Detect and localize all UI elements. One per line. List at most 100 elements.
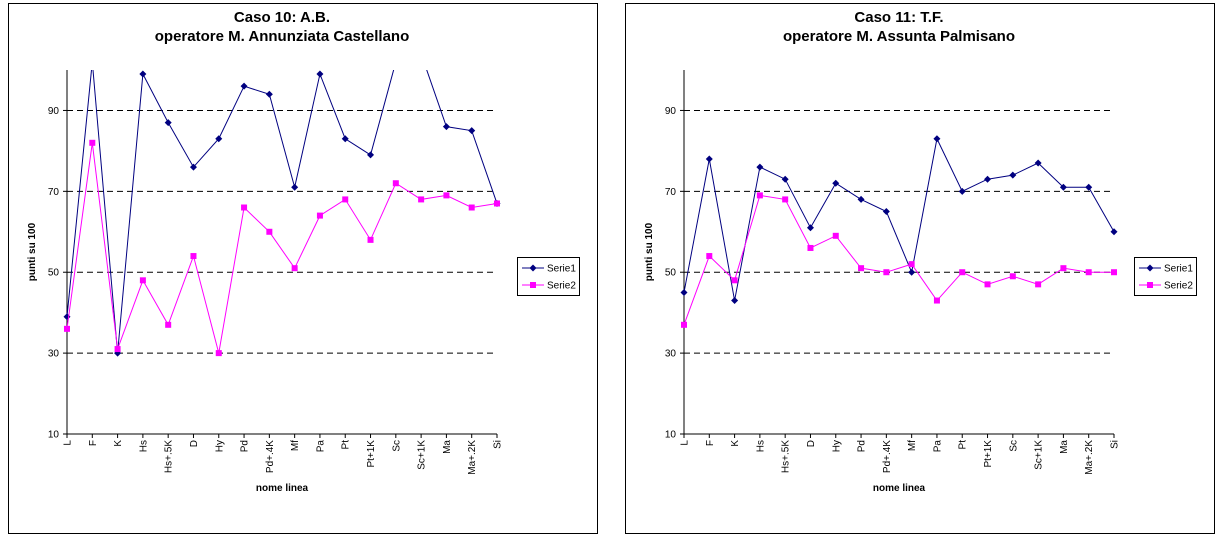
- chart-frame: [8, 3, 598, 534]
- line-chart-caso-10: Caso 10: A.B. operatore M. Annunziata Cas…: [8, 3, 598, 534]
- data-point-serie2: [291, 265, 298, 272]
- data-point-serie2: [782, 196, 789, 203]
- x-tick-label: Sc+1K: [417, 440, 428, 470]
- series-line-serie2: [683, 194, 1114, 325]
- data-point-serie2: [1060, 265, 1067, 272]
- legend-marker: [1147, 282, 1153, 288]
- x-tick-label: Pt: [958, 440, 969, 450]
- data-point-serie2: [959, 269, 966, 276]
- x-tick-label: F: [88, 440, 99, 446]
- plot-area: [680, 135, 1118, 328]
- data-point-serie1: [680, 288, 688, 296]
- y-tick-label-70: 70: [665, 187, 677, 198]
- x-tick-label: Si: [1110, 440, 1121, 449]
- x-tick-label: Ma+.2K: [1084, 440, 1095, 475]
- data-point-serie1: [756, 163, 764, 171]
- data-point-serie2: [89, 139, 96, 146]
- data-point-serie1: [933, 135, 941, 143]
- data-point-serie2: [984, 281, 991, 288]
- data-point-serie2: [468, 204, 475, 211]
- series-line-serie2: [66, 142, 498, 354]
- x-tick-label: Mf: [907, 440, 918, 451]
- legend-marker: [529, 264, 537, 272]
- x-axis-label: nome linea: [873, 483, 926, 494]
- x-tick-label: Ma+.2K: [467, 440, 478, 475]
- data-point-serie2: [443, 192, 450, 199]
- data-point-serie2: [706, 253, 713, 260]
- x-axis-label: nome linea: [256, 483, 309, 494]
- data-point-serie2: [190, 253, 197, 260]
- y-tick-label-50: 50: [48, 268, 60, 279]
- x-tick-label: Si: [493, 440, 504, 449]
- y-tick-label-10: 10: [48, 430, 60, 441]
- data-point-serie1: [442, 123, 450, 131]
- x-tick-label: D: [189, 440, 200, 447]
- chart-subtitle: operatore M. Assunta Palmisano: [783, 28, 1015, 45]
- data-point-serie1: [1059, 183, 1067, 191]
- x-tick-label: Pd: [857, 440, 868, 452]
- y-tick-label-10: 10: [665, 430, 677, 441]
- x-tick-label: K: [730, 440, 741, 447]
- x-tick-label: Pd: [240, 440, 251, 452]
- y-axis-label: punti su 100: [27, 222, 38, 281]
- x-tick-label: Hs: [138, 440, 149, 452]
- data-point-serie1: [367, 151, 375, 159]
- data-point-serie1: [806, 224, 814, 232]
- x-tick-label: Pt+1K: [983, 440, 994, 468]
- data-point-serie1: [958, 187, 966, 195]
- data-point-serie1: [341, 135, 349, 143]
- x-tick-label: Pt: [341, 440, 352, 450]
- y-tick-label-90: 90: [665, 106, 677, 117]
- data-point-serie2: [215, 350, 222, 357]
- chart-title: Caso 10: A.B.: [234, 9, 330, 26]
- x-tick-label: Sc: [1008, 440, 1019, 452]
- data-point-serie2: [883, 269, 890, 276]
- y-tick-label-30: 30: [48, 349, 60, 360]
- x-tick-label: Hs+.5K: [781, 440, 792, 473]
- data-point-serie1: [781, 175, 789, 183]
- data-point-serie2: [266, 228, 273, 235]
- series-line-serie1: [683, 137, 1115, 301]
- data-point-serie1: [291, 183, 299, 191]
- x-tick-label: Hs: [755, 440, 766, 452]
- data-point-serie2: [908, 261, 915, 268]
- y-axis-label: punti su 100: [644, 222, 655, 281]
- chart-panel-caso-10: Caso 10: A.B. operatore M. Annunziata Cas…: [0, 0, 600, 534]
- data-point-serie1: [316, 70, 324, 78]
- y-tick-label-90: 90: [48, 106, 60, 117]
- data-point-serie2: [316, 212, 323, 219]
- data-point-serie1: [731, 297, 739, 305]
- data-point-serie2: [731, 277, 738, 284]
- x-tick-label: Ma: [1059, 440, 1070, 454]
- x-tick-label: Ma: [442, 440, 453, 454]
- legend-label: Serie2: [1164, 281, 1193, 292]
- x-tick-label: K: [113, 440, 124, 447]
- legend-marker: [530, 282, 536, 288]
- line-chart-caso-11: Caso 11: T.F. operatore M. Assunta Palmis…: [625, 3, 1215, 534]
- data-point-serie1: [882, 208, 890, 216]
- data-point-serie2: [418, 196, 425, 203]
- data-point-serie2: [64, 325, 70, 332]
- x-tick-label: Pa: [315, 440, 326, 453]
- x-tick-label: Hy: [214, 440, 225, 452]
- x-tick-label: Pd+.4K: [882, 440, 893, 473]
- data-point-serie2: [342, 196, 349, 203]
- data-point-serie2: [241, 204, 248, 211]
- chart-panel-caso-11: Caso 11: T.F. operatore M. Assunta Palmis…: [617, 0, 1217, 534]
- data-point-serie2: [681, 321, 687, 328]
- data-point-serie2: [1111, 269, 1117, 276]
- data-point-serie2: [1009, 273, 1016, 280]
- data-point-serie2: [756, 192, 763, 199]
- x-tick-label: L: [63, 440, 74, 446]
- data-point-serie2: [858, 265, 865, 272]
- data-point-serie1: [215, 135, 223, 143]
- plot-area: [63, 70, 501, 357]
- legend-marker: [1146, 264, 1154, 272]
- legend: Serie1 Serie2: [1134, 257, 1197, 296]
- x-tick-label: Pa: [932, 440, 943, 453]
- x-tick-label: F: [705, 440, 716, 446]
- chart-frame: [625, 3, 1215, 534]
- x-tick-label: Hy: [831, 440, 842, 452]
- chart-subtitle: operatore M. Annunziata Castellano: [155, 28, 409, 45]
- data-point-serie1: [832, 179, 840, 187]
